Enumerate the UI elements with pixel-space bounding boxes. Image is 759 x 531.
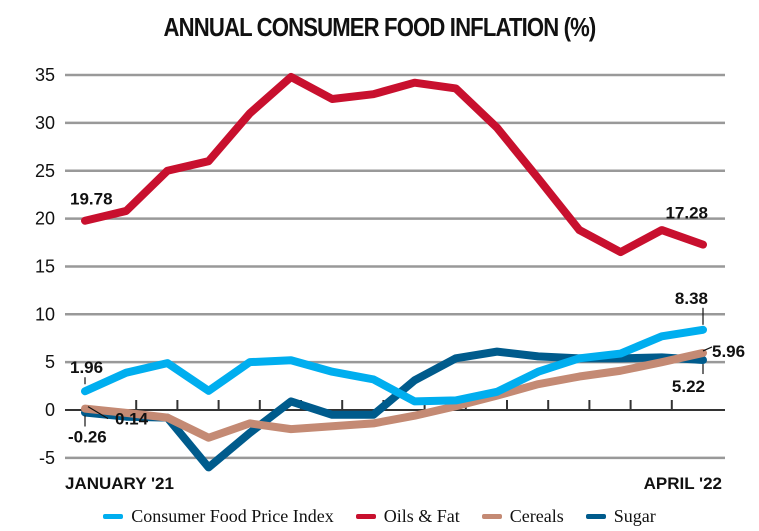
chart-title: ANNUAL CONSUMER FOOD INFLATION (%) (163, 12, 597, 42)
data-label: -0.26 (68, 427, 107, 446)
legend-swatch (103, 514, 124, 519)
data-label: 17.28 (665, 204, 708, 223)
data-label: 5.96 (712, 342, 745, 361)
data-label: 8.38 (675, 289, 708, 308)
x-start-label: JANUARY '21 (65, 474, 174, 493)
legend-swatch (355, 514, 376, 519)
legend-item: Consumer Food Price Index (103, 506, 334, 527)
data-label: 19.78 (70, 190, 113, 209)
legend-label: Oils & Fat (383, 506, 460, 526)
y-tick-label: 35 (35, 65, 55, 85)
series-line-consumer-food-price-index (81, 325, 707, 406)
leader-line (702, 346, 713, 352)
data-label: 0.14 (115, 410, 149, 429)
leader-line (87, 406, 109, 420)
legend-swatch (481, 514, 502, 519)
data-label: 1.96 (70, 358, 103, 377)
data-label: 5.22 (672, 377, 705, 396)
y-tick-label: 30 (35, 113, 55, 133)
legend-item: Cereals (481, 506, 564, 527)
legend-item: Oils & Fat (355, 506, 460, 527)
legend-label: Sugar (613, 506, 656, 526)
series-line-cereals (81, 348, 707, 442)
y-tick-label: 25 (35, 161, 55, 181)
legend: Consumer Food Price Index Oils & Fat Cerea… (0, 506, 759, 527)
y-tick-label: 0 (45, 400, 55, 420)
x-end-label: APRIL '22 (644, 474, 722, 493)
legend-swatch (585, 514, 606, 519)
y-tick-label: 10 (35, 304, 55, 324)
legend-item: Sugar (585, 506, 656, 527)
series-line-oils-fat (81, 72, 707, 257)
y-tick-label: 15 (35, 256, 55, 276)
legend-label: Cereals (509, 506, 564, 526)
y-tick-label: -5 (39, 448, 55, 468)
legend-label: Consumer Food Price Index (131, 506, 334, 526)
y-tick-label: 5 (45, 352, 55, 372)
y-tick-label: 20 (35, 209, 55, 229)
